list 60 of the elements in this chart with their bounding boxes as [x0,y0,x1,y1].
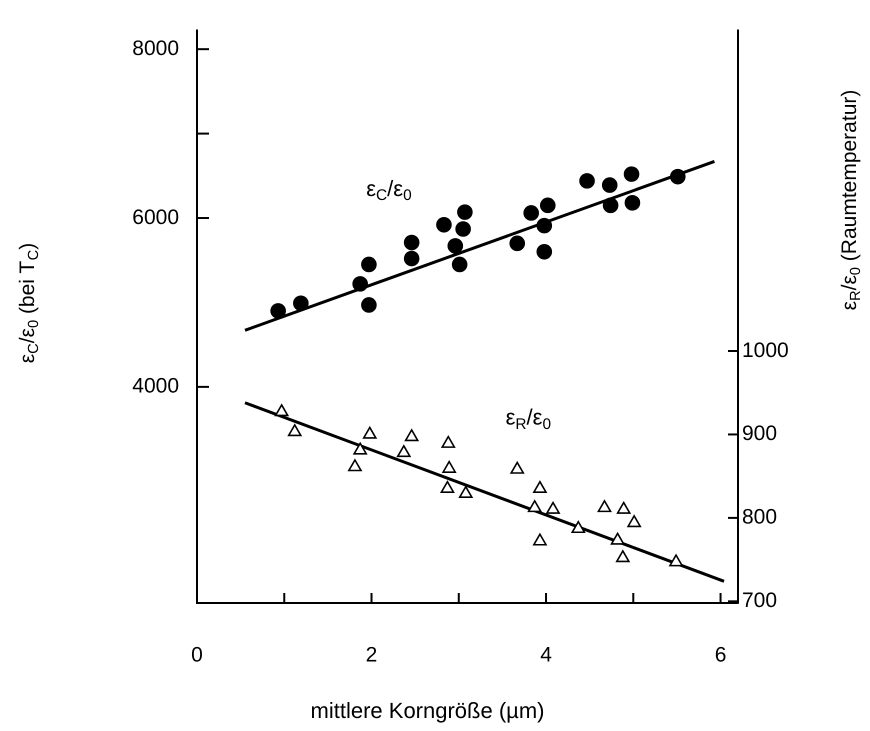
y-tick-label: 4000 [132,374,179,398]
x-axis-title: mittlere Korngröße (µm) [310,698,544,724]
point [404,429,419,442]
point [540,198,556,214]
point [528,500,542,512]
point [442,460,456,473]
point [546,502,560,514]
y2-axis-title: εR/ε0 (Raumtemperatur) [838,90,864,310]
point [536,244,552,260]
point [436,216,452,233]
point [509,236,526,252]
point [533,480,547,493]
point [293,295,309,312]
point [602,198,618,214]
point [288,424,302,436]
x-tick-label: 6 [714,643,726,666]
point [441,436,456,448]
point [353,442,368,455]
point [361,256,377,272]
point [457,204,473,220]
y-tick-label: 6000 [132,206,179,229]
point [571,520,586,534]
point [670,168,686,184]
point [616,550,630,562]
x-tick-label: 2 [366,643,378,666]
point [404,250,420,266]
point [270,303,286,319]
point [536,218,552,234]
point [447,238,464,254]
point [362,426,377,439]
point [616,502,631,514]
point [274,404,289,416]
point [510,462,524,474]
x-tick-label: 0 [191,643,203,666]
y-axis-title: εC/ε0 (bei TC) [16,242,42,364]
y2-tick-label: 700 [742,589,778,612]
point [352,276,368,292]
point [348,459,362,472]
point [533,533,547,546]
point [624,166,640,182]
point [455,221,471,237]
point [624,195,640,211]
point [440,480,454,493]
point [523,205,539,221]
y2-tick-label: 1000 [742,338,789,362]
point [627,515,642,528]
point [602,177,618,193]
x-tick-label: 4 [540,643,552,666]
y2-tick-label: 800 [742,506,778,529]
point [598,500,612,512]
y2-tick-label: 900 [742,422,778,446]
point [404,234,420,250]
point [669,554,683,566]
point [610,532,624,545]
point [458,486,473,498]
point [361,297,377,313]
point [452,256,468,272]
y-tick-label: 8000 [132,36,179,60]
point [396,445,411,458]
point [579,173,595,189]
